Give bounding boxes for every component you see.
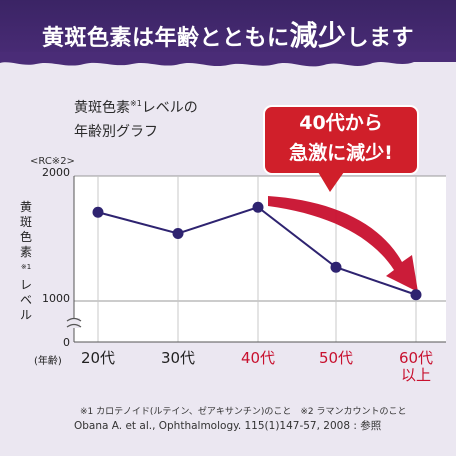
data-point xyxy=(92,206,104,218)
x-tick-label: 60代 以上 xyxy=(386,350,446,384)
y-axis-label-bottom: レベル xyxy=(19,278,32,322)
arrow-layer xyxy=(268,196,418,292)
callout-line2: 急激に減少! xyxy=(289,142,393,164)
banner-title-emphasis: 減少 xyxy=(289,19,347,52)
x-tick-text: 30代 xyxy=(160,349,196,367)
callout-bubble: 40代から 急激に減少! xyxy=(256,98,426,190)
x-tick-label: 40代 xyxy=(228,350,288,367)
y-axis-label-sup: ※1 xyxy=(20,263,32,271)
x-tick-text: 40代 xyxy=(240,349,276,367)
banner-title-prefix: 黄斑色素は年齢とともに xyxy=(41,26,290,51)
footnote: ※1 カロテノイド(ルテイン、ゼアキサンチン)のこと ※2 ラマンカウントのこと xyxy=(80,407,407,417)
axis-break-mark xyxy=(66,323,82,328)
subtitle-sup: ※1 xyxy=(130,99,142,108)
callout-text: 40代から 急激に減少! xyxy=(256,108,426,168)
callout-layer xyxy=(263,105,419,192)
y-tick-label: 1000 xyxy=(42,292,70,305)
x-tick-label: 30代 xyxy=(148,350,208,367)
x-tick-text: 50代 xyxy=(318,349,354,367)
banner-title-suffix: します xyxy=(346,26,415,51)
x-axis-unit: (年齢) xyxy=(34,356,62,367)
axis-break-mark xyxy=(66,317,82,322)
y-unit-label: <RC※2> xyxy=(30,156,75,167)
series-layer xyxy=(92,201,422,301)
subtitle-text-b: レベルの xyxy=(141,100,198,116)
reference-citation: Obana A. et al., Ophthalmology. 115(1)14… xyxy=(74,420,382,432)
chart-subtitle: 黄斑色素※1レベルの 年齢別グラフ xyxy=(74,92,264,144)
banner-wave-decoration xyxy=(0,52,456,67)
data-point xyxy=(172,228,184,239)
axis-break-gap xyxy=(68,318,80,328)
header-banner: 黄斑色素は年齢とともに減少します xyxy=(0,0,456,62)
callout-line1: 40代から xyxy=(299,112,383,134)
x-tick-text: 20代 xyxy=(80,349,116,367)
subtitle-text-a: 黄斑色素 xyxy=(74,100,130,116)
callout-tail xyxy=(318,172,344,192)
subtitle-line2: 年齢別グラフ xyxy=(74,124,158,140)
data-point xyxy=(330,261,342,273)
x-tick-text: 60代 xyxy=(398,349,434,367)
y-axis-label: 黄斑色素 ※1 レベル xyxy=(18,200,34,323)
data-point xyxy=(410,289,422,301)
axis-layer xyxy=(66,176,446,343)
y-tick-label: 0 xyxy=(63,336,70,349)
x-tick-label: 20代 xyxy=(68,350,128,367)
x-tick-suffix: 以上 xyxy=(400,366,431,384)
banner-title: 黄斑色素は年齢とともに減少します xyxy=(0,14,456,54)
data-point xyxy=(252,201,264,213)
x-tick-label: 50代 xyxy=(306,350,366,367)
y-axis-label-top: 黄斑色素 xyxy=(19,200,32,259)
y-tick-label: 2000 xyxy=(42,166,70,179)
decline-arrow xyxy=(268,196,418,292)
